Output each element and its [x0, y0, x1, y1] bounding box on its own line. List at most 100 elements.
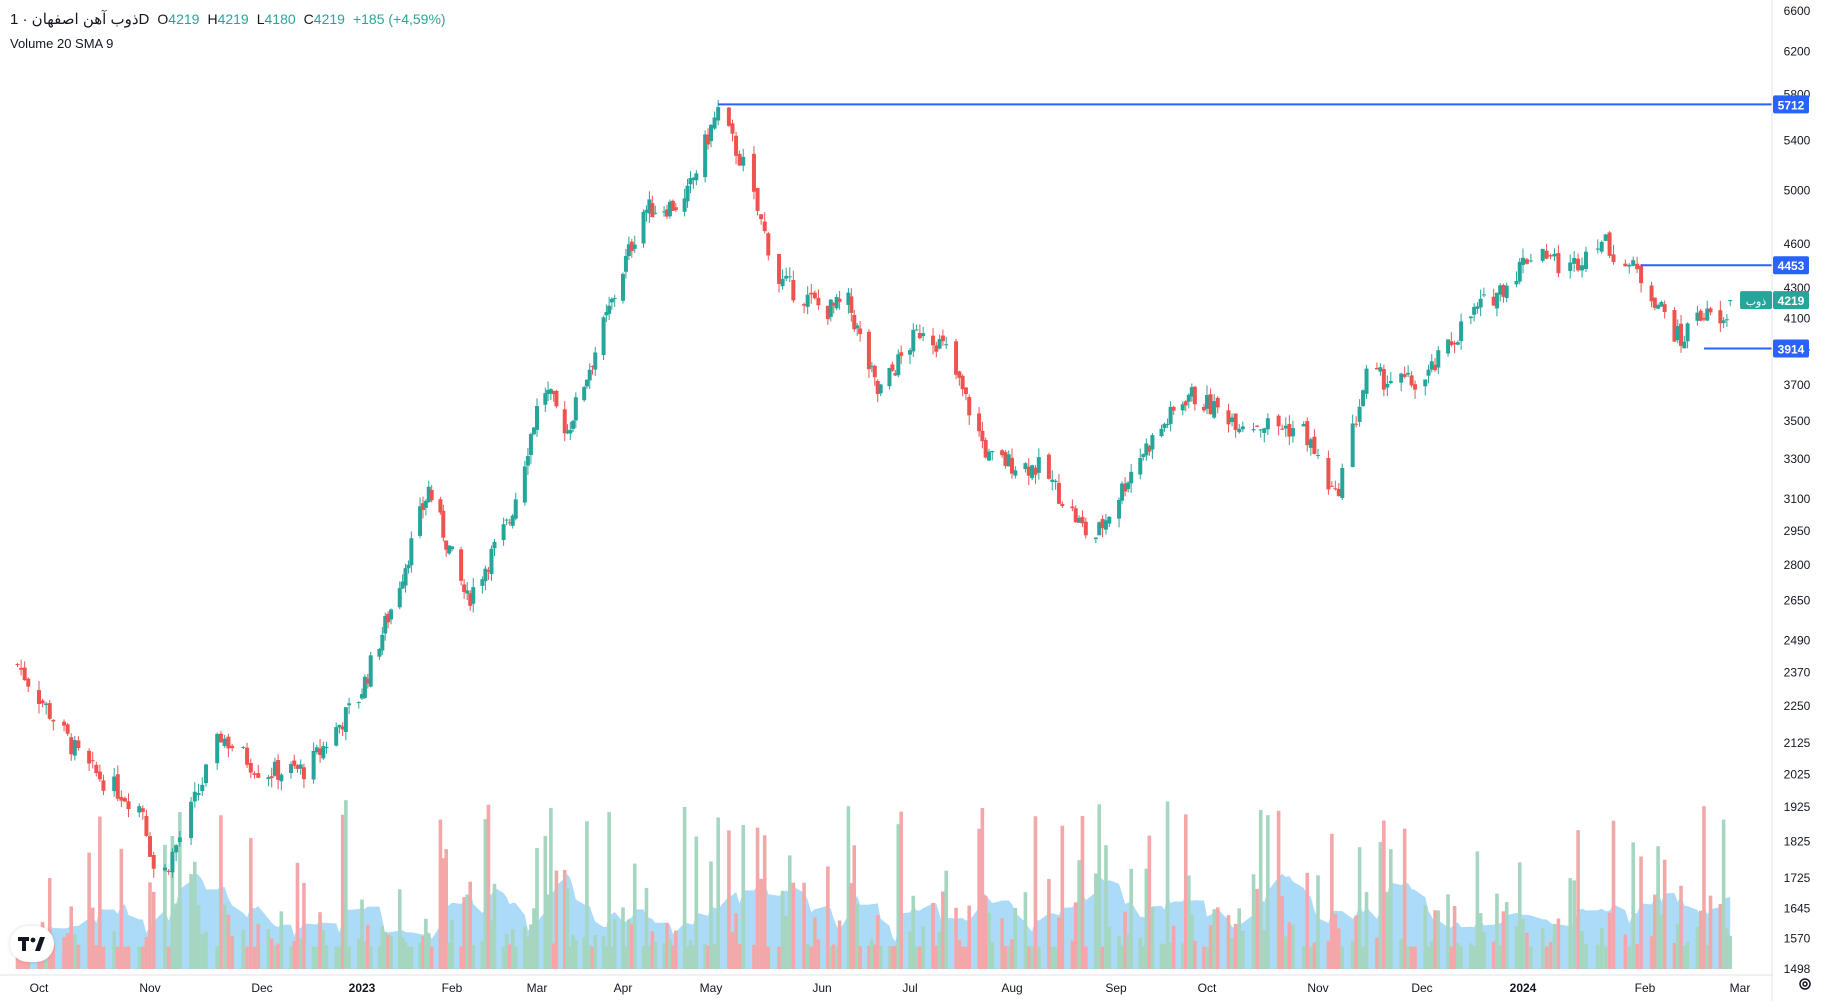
volume-bar: [1725, 928, 1729, 969]
volume-bar: [178, 812, 182, 969]
x-tick-label: Dec: [251, 981, 272, 995]
candle: [1189, 383, 1194, 402]
candle: [1026, 458, 1031, 486]
candle: [1517, 258, 1522, 285]
candle: [937, 334, 942, 350]
volume-bar: [1402, 828, 1407, 969]
volume-bar: [1123, 911, 1127, 969]
volume-bar: [1653, 894, 1657, 969]
candle: [1459, 313, 1464, 350]
volume-bar: [1183, 814, 1188, 969]
candle: [562, 401, 567, 442]
candle: [1336, 482, 1341, 497]
volume-bar: [688, 940, 693, 969]
volume-bar: [908, 931, 912, 969]
volume-bar: [601, 936, 606, 969]
candle: [809, 283, 814, 304]
volume-bar: [896, 824, 901, 969]
volume-bar: [230, 935, 234, 969]
volume-bar: [893, 945, 898, 969]
volume-bar: [344, 800, 348, 969]
candle: [908, 347, 912, 365]
candle: [980, 421, 985, 449]
volume-bar: [76, 944, 81, 969]
candle: [1000, 449, 1005, 458]
volume-bar: [1117, 935, 1121, 969]
volume-bar: [1190, 914, 1194, 969]
candle: [122, 796, 127, 802]
volume-bar: [1580, 931, 1584, 969]
gear-icon[interactable]: [1794, 973, 1816, 995]
candle: [1705, 300, 1710, 322]
volume-bar: [523, 926, 527, 969]
volume-bar: [852, 845, 857, 969]
candle: [1679, 314, 1684, 353]
volume-bar: [937, 931, 942, 969]
candle: [1251, 422, 1256, 433]
volume-bar: [759, 878, 763, 969]
volume-bar: [805, 944, 810, 969]
volume-bar: [1050, 946, 1055, 969]
low-label: L: [256, 11, 265, 27]
candle: [151, 851, 156, 878]
volume-bar: [1165, 801, 1170, 969]
candle: [944, 336, 949, 349]
volume-bar: [141, 946, 145, 969]
candle: [1446, 339, 1451, 357]
candle: [1301, 421, 1306, 427]
volume-bar: [438, 819, 443, 969]
candle: [1180, 401, 1185, 416]
candle: [1183, 400, 1188, 412]
x-axis[interactable]: Oct Nov Dec 2023 Feb Mar Apr May Jun Jul Aug Sep Oct…: [0, 974, 1772, 995]
candle: [828, 299, 833, 322]
candle: [1472, 303, 1477, 322]
svg-text:3914: 3914: [1778, 343, 1805, 357]
candle: [914, 324, 919, 331]
candle: [1475, 302, 1480, 314]
volume-bar: [1364, 892, 1369, 969]
volume-bar: [115, 946, 120, 969]
volume-bar: [311, 946, 316, 969]
volume-bar: [1187, 875, 1191, 969]
price-line-label: 4453: [1773, 256, 1809, 275]
symbol-title[interactable]: ذوب آهن اصفهان · 1D: [10, 11, 150, 28]
chart-legend: ذوب آهن اصفهان · 1D O4219 H4219 L4180 C4…: [10, 10, 446, 51]
candle: [230, 744, 235, 752]
candle: [1528, 253, 1533, 263]
volume-bar: [1603, 946, 1608, 969]
candle: [1050, 470, 1055, 491]
candle: [1576, 253, 1581, 272]
candle: [406, 560, 411, 574]
candle: [607, 296, 612, 321]
candle: [762, 212, 767, 234]
volume-bar: [289, 946, 293, 969]
candle: [963, 387, 968, 401]
candle: [1381, 364, 1386, 397]
volume-bar: [849, 883, 854, 969]
volume-bar: [98, 816, 102, 969]
volume-bar: [1357, 847, 1362, 969]
volume-bar: [1326, 940, 1331, 969]
volume-bar: [980, 807, 985, 969]
svg-text:5712: 5712: [1778, 98, 1805, 112]
volume-indicator-label[interactable]: Volume 20 SMA 9: [10, 36, 114, 51]
candle: [483, 565, 488, 591]
candle: [1340, 463, 1345, 500]
candle: [522, 460, 527, 506]
volume-bar: [983, 896, 988, 969]
candle: [1728, 300, 1733, 307]
candle: [1030, 464, 1035, 481]
y-tick-label: 1725: [1784, 871, 1811, 885]
candle: [703, 130, 708, 183]
volume-bar: [554, 870, 559, 969]
volume-bar: [1053, 946, 1058, 969]
candle: [1287, 415, 1292, 446]
volume-bar: [504, 933, 509, 969]
volume-bar: [873, 944, 877, 969]
y-axis[interactable]: 1498 1570 1645 1725 1825 1925 2025 2125 2250 2370…: [1771, 0, 1811, 1001]
candle: [688, 171, 693, 194]
tradingview-logo[interactable]: [10, 926, 54, 962]
volume-bar: [1084, 946, 1088, 969]
